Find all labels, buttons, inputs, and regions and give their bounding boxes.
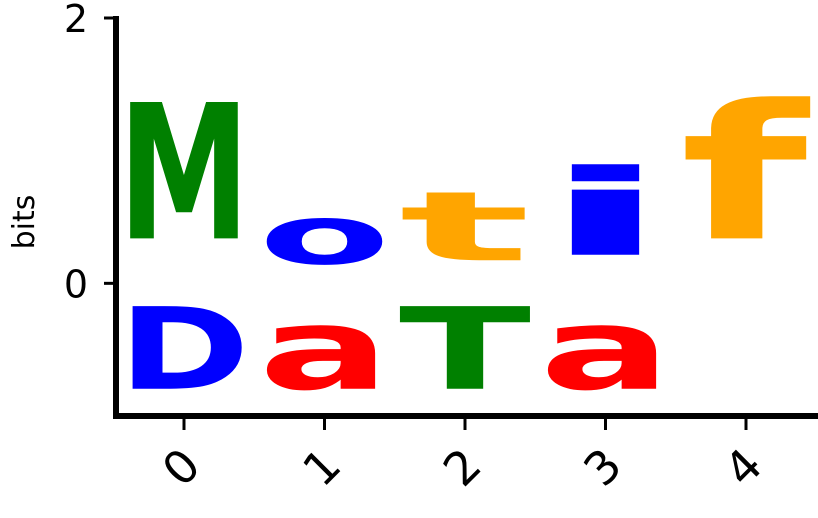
y-axis-label: bits <box>7 195 42 250</box>
x-tick-label: 3 <box>573 438 632 497</box>
logo-letter-i: i <box>540 144 672 283</box>
y-ticks: 20 <box>64 0 116 306</box>
x-tick-label: 2 <box>433 438 492 497</box>
logo-letter-f: f <box>680 66 811 284</box>
x-tick-label: 0 <box>152 438 211 497</box>
logo-letter-a: a <box>540 284 672 416</box>
logo-letter-d: D <box>118 284 250 416</box>
x-tick-label: 4 <box>714 438 773 497</box>
y-tick-label: 0 <box>64 262 88 306</box>
x-tick-label: 1 <box>292 438 351 497</box>
logo-letter-m: M <box>118 65 250 283</box>
y-tick-label: 2 <box>64 0 88 41</box>
logo-letter-t: T <box>399 284 531 416</box>
logo-letter-a: a <box>259 284 391 416</box>
logo-letter-o: o <box>259 188 391 283</box>
logo-letter-t: t <box>399 171 531 283</box>
x-ticks: 0 1 2 3 4 <box>152 416 773 497</box>
